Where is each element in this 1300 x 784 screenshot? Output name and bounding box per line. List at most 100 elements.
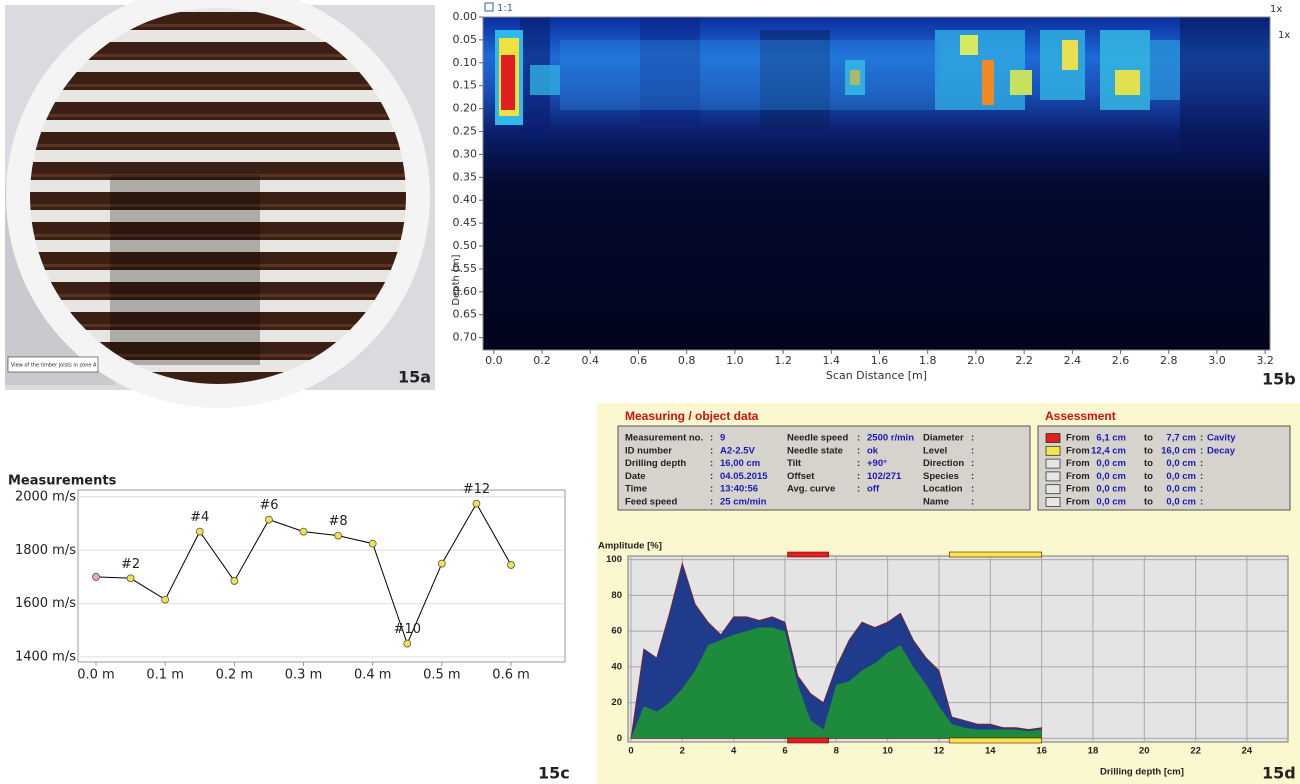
y-tick-label: 40: [611, 661, 622, 672]
info-label: Species: [923, 471, 959, 482]
photo-caption: View of the timber joists in zone A: [11, 363, 97, 369]
data-point: [92, 573, 100, 581]
assessment-bar: [948, 551, 1042, 558]
info-separator: :: [857, 433, 860, 444]
data-point: [299, 527, 308, 536]
y-tick-label: 0.30: [453, 147, 478, 160]
x-tick-label: 2.8: [1160, 354, 1178, 367]
x-tick-label: 1.8: [919, 354, 937, 367]
x-tick-label: 0.8: [678, 354, 696, 367]
y-tick-label: 20: [611, 697, 622, 708]
info-label: Direction: [923, 458, 964, 469]
x-tick-label: 6: [782, 746, 787, 757]
y-tick-label: 0.60: [453, 285, 478, 298]
info-separator: :: [710, 458, 713, 469]
info-separator: :: [1200, 458, 1203, 469]
info-box: [1037, 425, 1291, 511]
assessment-value: 0,0 cm: [1096, 471, 1126, 482]
assessment-value: 16,0 cm: [1161, 445, 1196, 456]
assessment-value: 0,0 cm: [1166, 484, 1196, 495]
y-axis-label: Amplitude [%]: [598, 541, 662, 552]
y-tick-label: 0.25: [453, 125, 478, 138]
y-tick-label: 1400 m/s: [15, 649, 76, 664]
x-tick-label: 20: [1139, 746, 1150, 757]
assessment-value: 0,0 cm: [1096, 497, 1126, 508]
data-point: [126, 574, 135, 583]
x-tick-label: 1.2: [774, 354, 792, 367]
info-separator: :: [857, 458, 860, 469]
y-tick-label: 2000 m/s: [15, 489, 76, 504]
assessment-to: to: [1144, 458, 1153, 469]
assessment-value: 0,0 cm: [1096, 484, 1126, 495]
info-separator: :: [710, 433, 713, 444]
x-tick-label: 0.5 m: [423, 668, 460, 683]
info-label: Needle speed: [787, 433, 848, 444]
info-label: Avg. curve: [787, 484, 835, 495]
assessment-type: Cavity: [1207, 433, 1236, 444]
info-label: Offset: [787, 471, 815, 482]
y-tick-label: 60: [611, 626, 622, 637]
x-tick-label: 8: [834, 746, 839, 757]
panel-label: 15a: [398, 368, 431, 387]
y-tick-label: 0.05: [453, 33, 478, 46]
x-tick-label: 0.0 m: [77, 668, 114, 683]
info-separator: :: [971, 433, 974, 444]
info-separator: :: [1200, 484, 1203, 495]
x-tick-label: 0.2 m: [216, 668, 253, 683]
caption-box: [7, 356, 99, 373]
info-value: 04.05.2015: [720, 471, 768, 482]
info-separator: :: [710, 445, 713, 456]
x-tick-label: 2.0: [967, 354, 985, 367]
x-tick-label: 0.0: [485, 354, 503, 367]
y-tick-label: 1600 m/s: [15, 596, 76, 611]
y-tick-label: 0.65: [453, 308, 478, 321]
info-separator: :: [1200, 497, 1203, 508]
assessment-from: From: [1066, 445, 1090, 456]
data-point: [334, 531, 343, 540]
y-tick-label: 0.35: [453, 170, 478, 183]
x-tick-label: 0.3 m: [285, 668, 322, 683]
info-label: Time: [625, 484, 647, 495]
assessment-bar: [787, 737, 829, 744]
y-tick-label: 0.20: [453, 102, 478, 115]
y-tick-label: 100: [606, 554, 622, 565]
panel-label: 15c: [538, 764, 570, 783]
data-point: [161, 595, 170, 604]
assessment-type: Decay: [1207, 445, 1236, 456]
x-tick-label: 3.0: [1208, 354, 1226, 367]
x-tick-label: 0.6 m: [492, 668, 529, 683]
info-separator: :: [857, 445, 860, 456]
chart-title: Measurements: [8, 474, 117, 489]
info-separator: :: [857, 484, 860, 495]
x-tick-label: 12: [934, 746, 945, 757]
assessment-from: From: [1066, 433, 1090, 444]
info-label: Location: [923, 484, 963, 495]
scale-label: 1:1: [497, 3, 513, 14]
info-value: 9: [720, 433, 725, 444]
info-separator: :: [971, 484, 974, 495]
assessment-to: to: [1144, 445, 1153, 456]
info-separator: :: [1200, 433, 1203, 444]
assessment-from: From: [1066, 458, 1090, 469]
y-axis-label: Depth [m]: [451, 254, 462, 305]
x-axis-label: Scan Distance [m]: [826, 369, 927, 382]
info-box: [617, 425, 1031, 511]
info-separator: :: [1200, 471, 1203, 482]
info-separator: :: [857, 471, 860, 482]
data-point: [403, 639, 412, 648]
x-tick-label: 0.4: [582, 354, 600, 367]
point-label: #10: [394, 622, 421, 637]
data-point: [230, 577, 239, 585]
photo-panel: View of the timber joists in zone A 15a: [5, 0, 435, 408]
x-tick-label: 10: [882, 746, 893, 757]
y-tick-label: 0.50: [453, 239, 478, 252]
info-label: Level: [923, 445, 947, 456]
info-label: Tilt: [787, 458, 802, 469]
gpr-image: [483, 17, 1270, 350]
assessment-to: to: [1144, 497, 1153, 508]
info-value: ok: [867, 445, 879, 456]
info-value: A2-2.5V: [720, 445, 756, 456]
assessment-swatch: [1045, 445, 1061, 456]
info-separator: :: [1200, 445, 1203, 456]
